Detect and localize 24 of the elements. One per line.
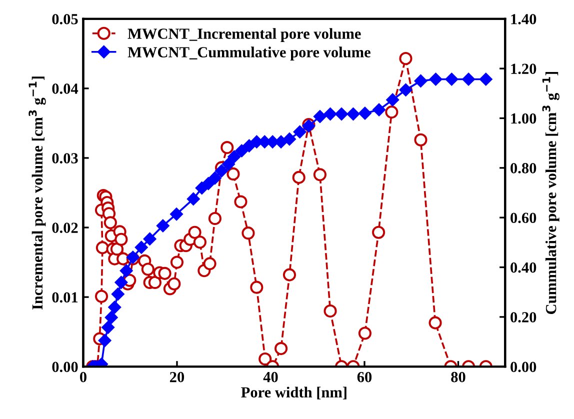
legend-label: MWCNT_Incremental pore volume — [128, 28, 361, 42]
y-tick-label: 0.04 — [52, 84, 78, 94]
y2-tick-label: 0.00 — [510, 362, 536, 372]
y2-tick-label: 1.20 — [511, 64, 536, 74]
y-axis-title: Incremental pore volume [cm$^{3}$ g$^{−1}$] — [28, 76, 46, 310]
y-tick-label: 0.03 — [52, 153, 78, 164]
y2-tick-label: 1.00 — [511, 113, 536, 124]
y2-tick-label: 0.60 — [510, 212, 536, 224]
x-tick-label: 20 — [170, 372, 184, 382]
y-tick-label: 0.02 — [52, 222, 78, 234]
y2-tick-label: 0.40 — [510, 262, 536, 273]
x-tick-label: 80 — [451, 372, 466, 382]
y-tick-label: 0.00 — [52, 362, 78, 372]
x-tick-label: 40 — [263, 372, 278, 382]
y-tick-label: 0.05 — [52, 14, 78, 24]
y2-tick-label: 0.80 — [510, 163, 536, 174]
legend-label: MWCNT_Cummulative pore volume — [128, 46, 370, 60]
x-tick-label: 0 — [80, 372, 86, 382]
x-tick-label: 60 — [357, 372, 372, 382]
y-tick-label: 0.01 — [52, 292, 78, 303]
y2-tick-label: 1.40 — [511, 14, 536, 24]
y2-tick-label: 0.20 — [510, 312, 536, 322]
x-axis-title: Pore width [nm] — [241, 386, 346, 400]
y2-axis-title: Cummulative pore volume [cm$^{3}$ g$^{−1}$] — [542, 72, 560, 314]
